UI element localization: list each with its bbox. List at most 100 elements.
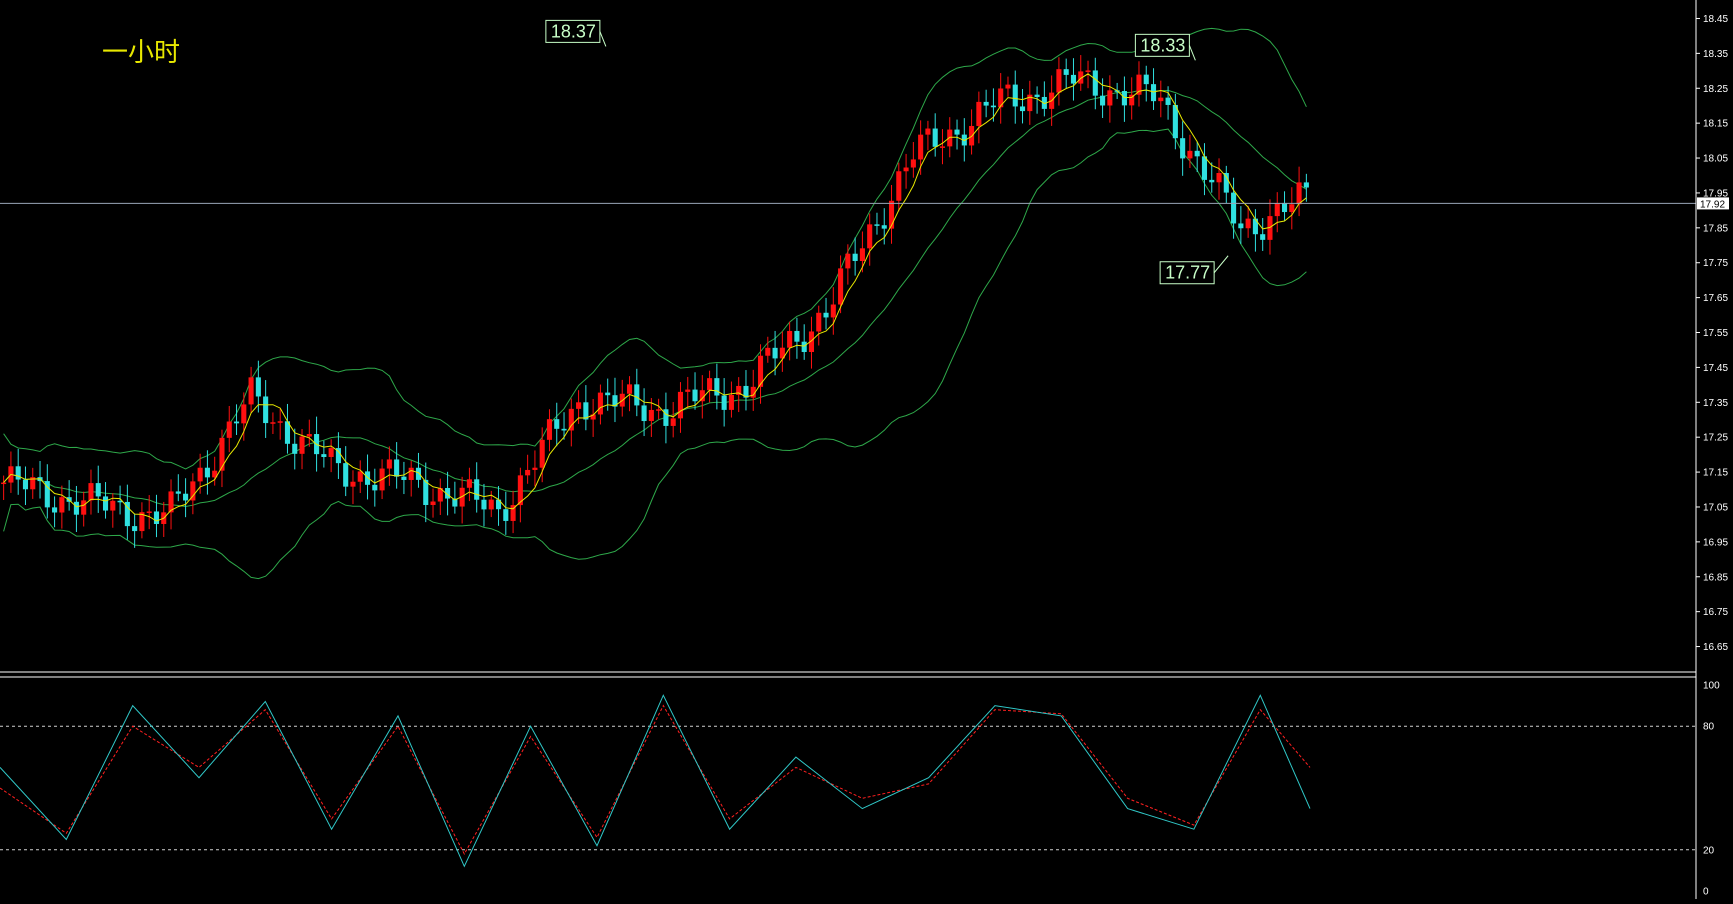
candle-body [1260,234,1266,240]
bollinger-middle-line [3,89,1307,508]
price-callout-leader [1213,255,1229,274]
candle-body [81,500,87,515]
candle-body [597,392,603,415]
price-tick-label: 17.05 [1703,502,1728,513]
candle-body [910,159,916,168]
candle-body [1100,95,1106,106]
candle-body [990,105,996,108]
candle-body [95,483,101,497]
candle-body [408,467,414,480]
candle-body [1238,223,1244,229]
candle-body [641,405,647,422]
candle-body [168,491,174,513]
candle-body [52,507,58,513]
candle-body [1136,74,1142,95]
candle-body [1121,90,1127,106]
candle-body [772,347,778,359]
candle-body [787,330,793,348]
candle-body [634,384,640,406]
moving-average-line [3,73,1307,522]
candle-body [233,421,240,424]
candle-body [859,248,865,261]
candle-body [794,330,800,342]
candle-body [102,496,109,511]
candle-body [386,459,392,469]
candle-body [59,497,65,513]
candle-body [190,481,196,501]
candle-body [204,467,210,478]
candle-body [488,499,494,510]
candle-body [656,409,662,411]
candle-body [1303,182,1309,188]
candle-body [728,394,734,410]
candle-body [30,477,36,490]
candle-body [707,378,713,391]
current-price-label: 17.92 [1700,199,1725,210]
candle-body [816,312,822,332]
candle-body [328,448,334,457]
candle-body [1129,94,1135,106]
candle-body [918,134,924,160]
candle-body [474,479,480,500]
candle-body [1005,84,1011,89]
candle-body [1027,94,1033,112]
candle-body [576,402,582,409]
candle-body [503,509,509,521]
candle-body [1143,74,1149,85]
price-tick-label: 17.65 [1703,293,1728,304]
price-callout-label: 18.33 [1140,35,1185,55]
candle-body [743,385,749,398]
price-tick-label: 18.25 [1703,84,1728,95]
candle-body [983,101,989,106]
candle-body [44,481,50,508]
candle-body [277,421,283,423]
candle-body [248,377,254,405]
price-tick-label: 17.95 [1703,188,1728,199]
candle-body [721,395,727,410]
candle-body [1107,90,1113,106]
candle-body [554,419,560,429]
candle-body [197,467,203,482]
candle-body [22,479,29,490]
price-tick-label: 18.15 [1703,119,1728,130]
candle-body [437,487,443,502]
price-tick-label: 17.15 [1703,468,1728,479]
candle-body [750,386,756,398]
candle-body [299,436,305,454]
candle-body [284,421,291,444]
price-tick-label: 16.75 [1703,607,1728,618]
candle-body [685,389,691,392]
candle-body [532,467,538,470]
candle-body [219,437,225,471]
candle-body [1092,70,1098,96]
price-tick-label: 18.45 [1703,14,1728,25]
candle-body [1180,138,1186,159]
candle-body [1041,96,1047,109]
candle-body [73,501,79,515]
candle-body [1078,71,1084,84]
candle-body [452,498,458,507]
candle-body [263,396,269,424]
candle-body [1,482,7,485]
current-price-tag [1697,197,1729,210]
candle-body [1194,150,1200,157]
main-price-pane [0,27,1696,580]
candle-body [808,331,815,353]
candle-body [998,88,1004,108]
candle-body [495,499,502,510]
candle-body [1252,218,1258,235]
candle-body [830,304,836,318]
bollinger-lower-line [3,128,1307,580]
candle-body [663,409,669,426]
candle-body [1245,218,1251,229]
price-callout-leader [1188,45,1196,61]
candle-body [1223,172,1229,193]
candle-body [779,347,785,359]
candle-body [1281,202,1288,213]
price-tick-label: 18.35 [1703,49,1728,60]
candle-body [976,101,982,126]
candle-body [888,200,895,229]
candle-body [517,475,523,506]
